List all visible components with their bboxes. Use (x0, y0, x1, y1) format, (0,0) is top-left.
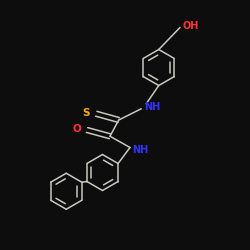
Text: NH: NH (144, 102, 160, 113)
Text: OH: OH (182, 21, 199, 31)
Text: NH: NH (132, 145, 148, 155)
Text: O: O (73, 124, 82, 134)
Text: S: S (82, 108, 90, 118)
